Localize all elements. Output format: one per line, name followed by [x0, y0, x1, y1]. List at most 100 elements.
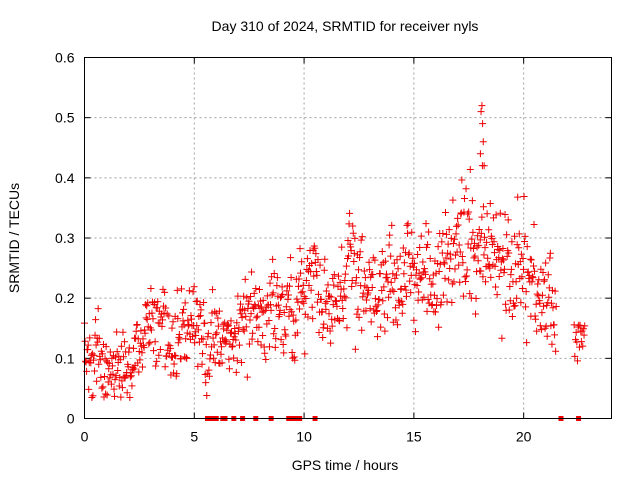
data-point: [237, 310, 245, 318]
data-point: [84, 341, 92, 349]
data-point: [401, 282, 409, 290]
data-point: [480, 162, 488, 170]
data-point: [523, 339, 531, 347]
data-point: [194, 326, 202, 334]
data-point: [233, 319, 241, 327]
data-point: [573, 357, 581, 365]
data-point: [378, 248, 386, 256]
data-point: [345, 220, 353, 228]
data-point: [263, 292, 271, 300]
data-point: [107, 380, 115, 388]
data-point: [81, 337, 89, 345]
data-point: [312, 268, 320, 276]
data-point: [391, 304, 399, 312]
data-point: [175, 330, 183, 338]
data-point: [143, 302, 151, 310]
data-point: [192, 331, 200, 339]
data-point: [416, 275, 424, 283]
data-point: [287, 273, 295, 281]
data-point: [130, 365, 138, 373]
data-point: [155, 351, 163, 359]
data-point: [409, 254, 417, 262]
data-point: [111, 392, 119, 400]
data-point: [495, 273, 503, 281]
data-point: [431, 308, 439, 316]
data-point: [577, 338, 585, 346]
data-point: [293, 329, 301, 337]
data-point: [405, 249, 413, 257]
data-point: [356, 248, 364, 256]
data-point: [226, 329, 234, 337]
data-point: [149, 315, 157, 323]
data-point: [97, 373, 105, 381]
data-point: [221, 336, 229, 344]
data-point: [518, 284, 526, 292]
data-point: [479, 138, 487, 146]
data-point: [233, 357, 241, 365]
data-point: [295, 275, 303, 283]
data-point: [395, 296, 403, 304]
data-point: [362, 296, 370, 304]
data-point: [146, 338, 154, 346]
data-point: [265, 317, 273, 325]
data-point: [294, 282, 302, 290]
data-point: [429, 280, 437, 288]
data-point: [381, 327, 389, 335]
data-point: [575, 343, 583, 351]
data-point: [105, 365, 113, 373]
data-point: [252, 314, 260, 322]
data-point: [340, 292, 348, 300]
data-point: [153, 357, 161, 365]
data-point: [267, 306, 275, 314]
data-point: [292, 316, 300, 324]
data-point: [327, 339, 335, 347]
data-point: [281, 330, 289, 338]
data-point: [478, 213, 486, 221]
data-point: [485, 226, 493, 234]
data-point: [351, 234, 359, 242]
data-point: [266, 279, 274, 287]
data-point: [127, 372, 135, 380]
data-point: [382, 270, 390, 278]
data-point: [552, 347, 560, 355]
data-point: [372, 307, 380, 315]
data-point: [328, 322, 336, 330]
data-point: [402, 292, 410, 300]
data-point: [273, 274, 281, 282]
data-point: [142, 314, 150, 322]
data-point: [277, 336, 285, 344]
data-point: [305, 282, 313, 290]
data-point: [278, 292, 286, 300]
x-tick-label: 15: [406, 429, 422, 445]
data-point: [100, 393, 108, 401]
data-point: [102, 390, 110, 398]
data-point: [259, 332, 267, 340]
data-point: [447, 255, 455, 263]
data-point: [202, 341, 210, 349]
data-point: [115, 352, 123, 360]
data-point: [225, 365, 233, 373]
data-point: [151, 299, 159, 307]
data-point: [126, 393, 134, 401]
data-point: [425, 228, 433, 236]
data-point: [89, 392, 97, 400]
data-point: [456, 278, 464, 286]
data-point: [522, 303, 530, 311]
data-point: [249, 329, 257, 337]
data-point: [280, 349, 288, 357]
data-point: [311, 244, 319, 252]
data-point: [183, 354, 191, 362]
data-point: [322, 287, 330, 295]
data-point: [268, 291, 276, 299]
data-point: [297, 269, 305, 277]
data-point: [464, 240, 472, 248]
data-point: [328, 315, 336, 323]
data-point: [580, 331, 588, 339]
data-point: [342, 262, 350, 270]
data-point: [383, 273, 391, 281]
data-point: [200, 298, 208, 306]
data-point: [197, 306, 205, 314]
data-point: [338, 296, 346, 304]
data-point: [410, 259, 418, 267]
data-point: [236, 300, 244, 308]
